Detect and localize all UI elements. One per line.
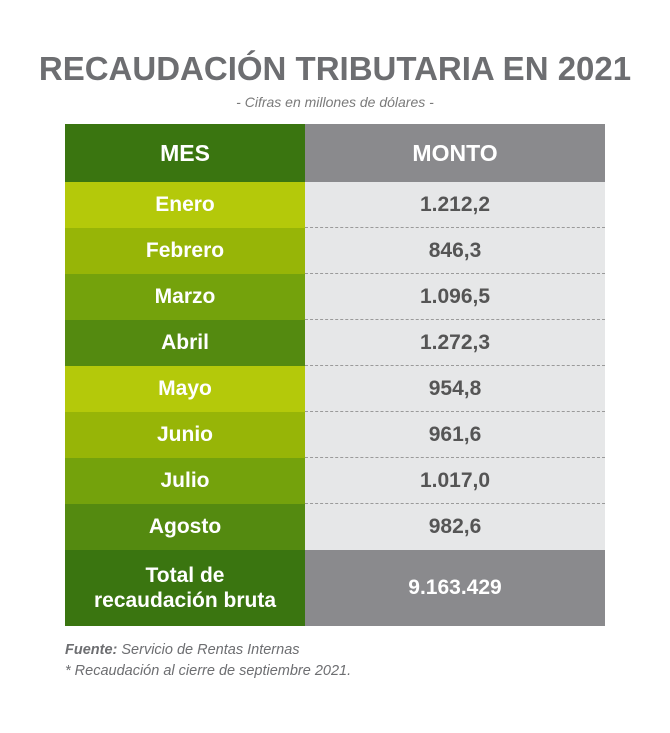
table-row: Julio 1.017,0 [65, 458, 605, 504]
total-value: 9.163.429 [305, 550, 605, 626]
chart-subtitle: - Cifras en millones de dólares - [236, 94, 434, 110]
revenue-table: MES MONTO Enero 1.212,2 Febrero 846,3 Ma… [65, 124, 605, 626]
table-row: Enero 1.212,2 [65, 182, 605, 228]
month-cell: Marzo [65, 274, 305, 320]
amount-cell: 954,8 [305, 366, 605, 412]
table-row: Mayo 954,8 [65, 366, 605, 412]
amount-cell: 961,6 [305, 412, 605, 458]
amount-cell: 1.212,2 [305, 182, 605, 228]
total-row: Total de recaudación bruta 9.163.429 [65, 550, 605, 626]
source-line: Fuente: Servicio de Rentas Internas [65, 640, 351, 661]
footer-notes: Fuente: Servicio de Rentas Internas * Re… [65, 640, 351, 682]
chart-title: RECAUDACIÓN TRIBUTARIA EN 2021 [38, 50, 632, 87]
column-header-monto: MONTO [305, 124, 605, 182]
month-cell: Agosto [65, 504, 305, 550]
table-row: Marzo 1.096,5 [65, 274, 605, 320]
table-row: Junio 961,6 [65, 412, 605, 458]
table-row: Agosto 982,6 [65, 504, 605, 550]
month-cell: Abril [65, 320, 305, 366]
amount-cell: 982,6 [305, 504, 605, 550]
month-cell: Julio [65, 458, 305, 504]
month-cell: Febrero [65, 228, 305, 274]
amount-cell: 846,3 [305, 228, 605, 274]
amount-cell: 1.096,5 [305, 274, 605, 320]
table-row: Febrero 846,3 [65, 228, 605, 274]
footnote: * Recaudación al cierre de septiembre 20… [65, 663, 352, 679]
total-label-line2: recaudación bruta [93, 589, 277, 612]
month-cell: Mayo [65, 366, 305, 412]
month-cell: Junio [65, 412, 305, 458]
month-cell: Enero [65, 182, 305, 228]
column-header-mes: MES [65, 124, 305, 182]
amount-cell: 1.272,3 [305, 320, 605, 366]
amount-cell: 1.017,0 [305, 458, 605, 504]
total-label: Total de recaudación bruta [65, 550, 305, 626]
table-header-row: MES MONTO [65, 124, 605, 182]
total-label-line1: Total de [145, 564, 225, 587]
source-text: Servicio de Rentas Internas [117, 642, 300, 658]
source-label: Fuente: [65, 642, 118, 658]
table-row: Abril 1.272,3 [65, 320, 605, 366]
